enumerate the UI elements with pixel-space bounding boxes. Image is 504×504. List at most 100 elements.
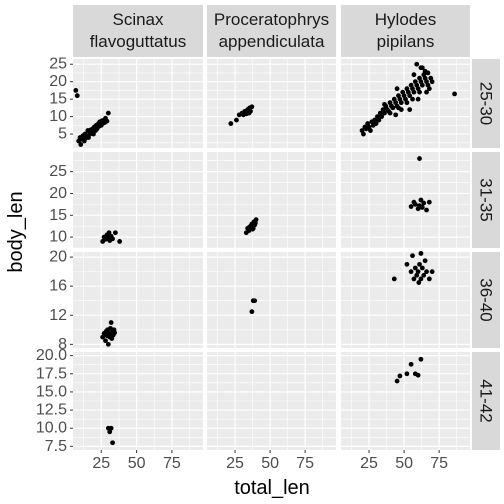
data-point (252, 220, 258, 226)
data-point (418, 197, 424, 203)
data-point (412, 201, 418, 207)
y-tick-label: 20 (49, 185, 67, 202)
data-point (410, 96, 415, 102)
data-point (414, 61, 420, 67)
data-point (419, 82, 425, 88)
panel-r1-c3 (341, 59, 470, 148)
data-point (248, 108, 253, 114)
row-strip-label: 25-30 (477, 82, 496, 125)
x-tick-label: 50 (128, 455, 146, 472)
y-tick-label: 17.5 (36, 365, 67, 382)
data-point (382, 101, 387, 107)
y-tick-label: 12.5 (36, 402, 67, 419)
data-point (391, 276, 397, 282)
data-point (426, 199, 432, 205)
data-point (424, 269, 429, 275)
data-point (419, 265, 425, 271)
y-tick-label: 15 (49, 207, 67, 224)
panel-background (73, 252, 203, 348)
y-tick-label: 7.5 (45, 438, 67, 455)
panel-r1-c1 (73, 59, 203, 148)
panel-r2-c2 (207, 152, 336, 249)
data-point (112, 330, 118, 336)
y-tick-label: 12 (49, 307, 67, 324)
row-strip (472, 252, 500, 348)
y-tick-label: 25 (49, 56, 67, 73)
data-point (410, 253, 415, 259)
column-strip (207, 5, 336, 57)
data-point (418, 276, 424, 282)
data-point (418, 356, 424, 362)
panel-r4-c1 (73, 352, 203, 450)
data-point (407, 93, 413, 99)
data-point (228, 121, 234, 126)
data-point (412, 265, 418, 271)
data-point (404, 371, 410, 377)
y-axis-title: body_len (5, 191, 27, 272)
panel-r4-c3 (341, 352, 470, 450)
data-point (419, 205, 425, 210)
data-point (106, 230, 112, 236)
data-point (379, 114, 385, 119)
data-point (249, 104, 255, 110)
x-tick-label: 25 (226, 455, 244, 472)
x-axis-title: total_len (234, 477, 310, 499)
panel-r2-c1 (73, 152, 203, 249)
column-strip-label-line2: pipilans (377, 32, 435, 51)
column-strip (341, 5, 470, 57)
x-tick-label: 25 (360, 455, 378, 472)
panel-background (207, 252, 336, 348)
data-point (387, 110, 393, 116)
column-strip-label-line2: appendiculata (219, 32, 325, 51)
data-point (411, 89, 417, 95)
data-point (105, 110, 111, 116)
data-point (408, 361, 414, 367)
x-tick-label: 50 (395, 455, 413, 472)
data-point (417, 89, 422, 95)
data-point (408, 204, 414, 209)
y-ticks-layer: 5101520251015202581216207.510.012.515.01… (36, 56, 73, 455)
data-point (249, 309, 255, 315)
x-tick-label: 50 (261, 455, 279, 472)
y-tick-label: 15 (49, 91, 67, 108)
data-point (112, 230, 118, 236)
y-tick-label: 20 (49, 73, 67, 90)
y-tick-label: 25 (49, 163, 67, 180)
y-tick-label: 20.0 (36, 347, 67, 364)
panel-r3-c3 (341, 251, 470, 348)
y-tick-label: 10 (49, 108, 67, 125)
data-point (393, 112, 399, 118)
panel-r2-c3 (341, 152, 470, 249)
column-strip-label-line2: flavoguttatus (90, 32, 186, 51)
data-point (418, 65, 424, 71)
column-strip-label-line1: Proceratophrys (214, 10, 329, 29)
data-point (394, 378, 400, 384)
data-point (424, 89, 429, 95)
data-point (426, 86, 432, 92)
panel-r1-c2 (207, 59, 336, 148)
panel-background (207, 59, 336, 148)
data-point (411, 276, 417, 282)
data-point (78, 142, 84, 147)
x-tick-label: 75 (296, 455, 314, 472)
data-point (452, 91, 457, 97)
column-strip-label-line1: Hylodes (375, 10, 436, 29)
y-tick-label: 15.0 (36, 383, 67, 400)
data-point (108, 425, 114, 431)
y-tick-label: 10.0 (36, 420, 67, 437)
y-tick-label: 5 (58, 126, 67, 143)
data-point (404, 261, 410, 267)
data-point (408, 269, 414, 275)
data-point (416, 280, 422, 285)
x-tick-label: 75 (430, 455, 448, 472)
data-point (421, 200, 427, 206)
data-point (418, 251, 424, 256)
panels-layer (73, 59, 470, 450)
data-point (407, 107, 413, 113)
data-point (110, 440, 115, 446)
row-strip (472, 352, 500, 450)
data-point (373, 121, 379, 126)
y-tick-label: 8 (58, 336, 67, 353)
data-point (424, 207, 429, 213)
data-point (422, 68, 428, 74)
